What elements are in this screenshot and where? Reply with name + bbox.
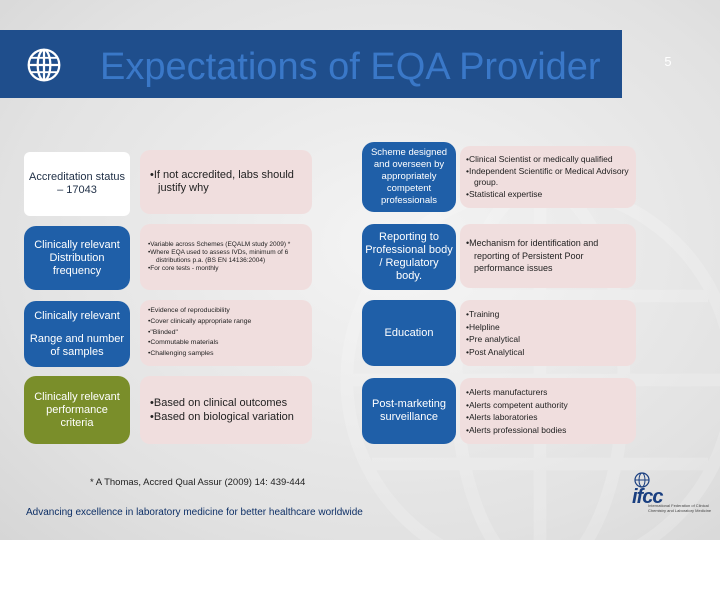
list-item: For core tests - monthly [148,265,304,273]
performance-criteria-label-text: Clinically relevant performance criteria [34,390,120,429]
ifcc-logo-icon [634,472,650,488]
distribution-frequency-label-text: Clinically relevant Distribution frequen… [34,238,120,277]
post-marketing-label-text: Post-marketing surveillance [372,398,446,423]
accreditation-details: If not accredited, labs should justify w… [140,150,312,214]
distribution-frequency-list: Variable across Schemes (EQALM study 200… [148,241,304,274]
range-samples-details: Evidence of reproducibility Cover clinic… [140,300,312,366]
list-item: Statistical expertise [466,189,630,201]
scheme-design-list: Clinical Scientist or medically qualifie… [466,154,630,200]
performance-criteria-list: Based on clinical outcomes Based on biol… [150,396,294,424]
list-item: Based on clinical outcomes [150,396,294,410]
range-samples-list: Evidence of reproducibility Cover clinic… [148,306,251,360]
list-item: Alerts manufacturers [466,386,568,399]
performance-criteria-details: Based on clinical outcomes Based on biol… [140,376,312,444]
footer-tagline: Advancing excellence in laboratory medic… [26,507,363,518]
reporting-label-text: Reporting to Professional body / Regulat… [365,231,453,282]
list-item: Based on biological variation [150,410,294,424]
list-item: Challenging samples [148,349,251,360]
accreditation-label: Accreditation status – 17043 [24,152,130,216]
education-label: Education [362,300,456,366]
ifcc-logo-tagline: International Federation of Clinical Che… [648,503,712,513]
footnote: * A Thomas, Accred Qual Assur (2009) 14:… [90,477,306,488]
education-details: Training Helpline Pre analytical Post An… [460,300,636,366]
education-list: Training Helpline Pre analytical Post An… [466,308,524,358]
list-item: Alerts professional bodies [466,424,568,437]
title-bar [0,30,622,98]
list-item: Independent Scientific or Medical Adviso… [466,166,630,189]
post-marketing-list: Alerts manufacturers Alerts competent au… [466,386,568,436]
scheme-design-label: Scheme designed and overseen by appropri… [362,142,456,212]
list-item: Where EQA used to assess IVDs, minimum o… [148,249,304,265]
list-item: Alerts competent authority [466,399,568,412]
range-samples-label-line1: Clinically relevant [34,309,120,322]
ifcc-logo-text: ifcc [632,486,663,508]
list-item: Commutable materials [148,338,251,349]
performance-criteria-label: Clinically relevant performance criteria [24,376,130,444]
range-samples-label-line2: Range and number of samples [29,332,125,358]
education-label-text: Education [384,326,434,339]
globe-icon [27,48,61,82]
list-item: Pre analytical [466,333,524,346]
list-item: Training [466,308,524,321]
reporting-label: Reporting to Professional body / Regulat… [362,224,456,290]
page-title: Expectations of EQA Provider [100,46,601,88]
post-marketing-label: Post-marketing surveillance [362,378,456,444]
scheme-design-details: Clinical Scientist or medically qualifie… [460,146,636,208]
list-item: Clinical Scientist or medically qualifie… [466,154,630,166]
distribution-frequency-details: Variable across Schemes (EQALM study 200… [140,224,312,290]
list-item: "Blinded" [148,328,251,339]
list-item: Alerts laboratories [466,411,568,424]
scheme-design-label-text: Scheme designed and overseen by appropri… [370,147,448,206]
list-item: Post Analytical [466,346,524,359]
slide-number: 5 [664,54,672,69]
reporting-details: Mechanism for identification and reporti… [460,224,636,288]
list-item: Variable across Schemes (EQALM study 200… [148,241,304,249]
list-item: If not accredited, labs should justify w… [150,169,302,195]
accreditation-list: If not accredited, labs should justify w… [150,169,302,195]
accreditation-label-text: Accreditation status – 17043 [29,171,125,196]
distribution-frequency-label: Clinically relevant Distribution frequen… [24,226,130,290]
post-marketing-details: Alerts manufacturers Alerts competent au… [460,378,636,444]
reporting-list: Mechanism for identification and reporti… [466,237,630,275]
range-samples-label: Clinically relevant Range and number of … [24,301,130,367]
list-item: Helpline [466,321,524,334]
list-item: Mechanism for identification and reporti… [466,237,630,275]
list-item: Evidence of reproducibility [148,306,251,317]
list-item: Cover clinically appropriate range [148,317,251,328]
